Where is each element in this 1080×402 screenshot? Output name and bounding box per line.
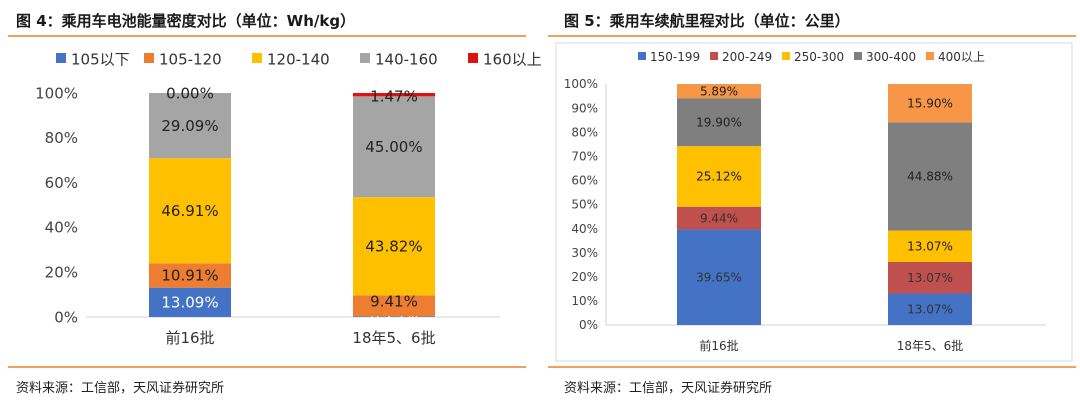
fig4-data-label-1-1: 9.41%: [370, 293, 418, 311]
fig5-data-label-0-1: 13.07%: [907, 302, 953, 316]
fig5-y-tick-label-10: 100%: [564, 77, 598, 91]
fig4-data-label-2-0: 46.91%: [161, 202, 218, 220]
fig5-legend-label-2: 250-300: [794, 50, 844, 64]
fig4-bar-0-0: [149, 287, 231, 317]
fig4-legend-swatch-2: [252, 53, 262, 63]
fig4-bar-3-1: [353, 96, 435, 198]
fig5-y-tick-label-7: 70%: [571, 150, 598, 164]
fig5-y-tick-label-9: 90%: [571, 101, 598, 115]
fig4-bar-1-0: [149, 263, 231, 288]
fig5-bar-4-0: [677, 84, 761, 99]
fig4-bar-4-1: [353, 93, 435, 97]
fig5-data-label-2-0: 25.12%: [696, 170, 742, 184]
fig4-y-tick-label-3: 60%: [45, 174, 78, 192]
fig4-bar-2-0: [149, 158, 231, 264]
fig5-bar-1-0: [677, 206, 761, 230]
fig5-data-label-3-0: 19.90%: [696, 115, 742, 129]
fig4-y-tick-label-4: 80%: [45, 129, 78, 147]
fig5-data-label-1-0: 9.44%: [700, 211, 738, 225]
fig5-data-label-4-1: 15.90%: [907, 96, 953, 110]
fig5-bar-0-1: [888, 293, 972, 325]
figure-5-chart: 150-199 200-249 250-300 300-400 400以上 0% 10% 20…: [555, 42, 1073, 362]
fig4-category-label-1: 18年5、6批: [352, 329, 435, 347]
fig5-category-label-1: 18年5、6批: [897, 338, 964, 353]
fig5-chart-frame: [555, 42, 1073, 362]
fig5-legend-swatch-2: [782, 52, 790, 60]
figure-5-top-rule: [548, 35, 1076, 37]
fig5-data-label-0-0: 39.65%: [696, 270, 742, 284]
fig5-data-label-2-1: 13.07%: [907, 239, 953, 253]
fig4-data-label-1-0: 10.91%: [161, 267, 218, 285]
fig4-legend-swatch-4: [468, 53, 478, 63]
fig5-y-tick-label-3: 30%: [571, 246, 598, 260]
fig4-legend-swatch-1: [144, 53, 154, 63]
fig4-bar-1-1: [353, 295, 435, 317]
fig5-y-tick-label-0: 0%: [579, 318, 598, 332]
fig5-legend-label-3: 300-400: [866, 50, 916, 64]
fig5-data-label-4-0: 5.89%: [700, 84, 738, 98]
fig5-y-tick-label-5: 50%: [571, 198, 598, 212]
fig4-data-label-4-0: 0.00%: [166, 84, 214, 102]
fig4-data-label-4-1: 1.47%: [370, 87, 418, 105]
fig5-bar-2-0: [677, 146, 761, 207]
fig5-legend-label-4: 400以上: [938, 50, 985, 64]
fig4-y-tick-label-2: 40%: [45, 219, 78, 237]
fig4-legend-label-3: 140-160: [375, 50, 438, 68]
fig5-data-label-3-1: 44.88%: [907, 170, 953, 184]
fig4-bar-2-1: [353, 197, 435, 296]
fig4-legend-label-1: 105-120: [159, 50, 222, 68]
fig4-data-label-0-0: 13.09%: [161, 294, 218, 312]
fig5-y-tick-label-4: 40%: [571, 222, 598, 236]
figure-5-panel: 图 5：乘用车续航里程对比（单位：公里） 150-199 200-249 250-3…: [548, 0, 1080, 402]
figure-4-source: 资料来源：工信部，天风证券研究所: [16, 381, 225, 396]
fig4-bar-3-0: [149, 93, 231, 159]
fig4-y-tick-label-5: 100%: [35, 84, 78, 102]
fig4-y-tick-label-1: 20%: [45, 263, 78, 281]
fig4-legend-swatch-0: [56, 53, 66, 63]
fig5-legend-swatch-3: [854, 52, 862, 60]
fig4-legend-label-2: 120-140: [267, 50, 330, 68]
fig5-legend-swatch-4: [926, 52, 934, 60]
fig4-legend-label-4: 160以上: [483, 50, 542, 68]
fig5-bar-1-1: [888, 262, 972, 294]
figure-4-top-rule: [8, 35, 526, 37]
fig4-legend-swatch-3: [360, 53, 370, 63]
figure-5-title: 图 5：乘用车续航里程对比（单位：公里）: [564, 12, 850, 30]
figure-4-panel: 图 4：乘用车电池能量密度对比（单位：Wh/kg） 105以下 105-120 12…: [0, 0, 542, 402]
figure-5-source: 资料来源：工信部，天风证券研究所: [564, 381, 773, 396]
fig5-bar-3-0: [677, 98, 761, 147]
fig5-legend-swatch-1: [710, 52, 718, 60]
fig5-data-label-1-1: 13.07%: [907, 271, 953, 285]
fig5-legend-label-0: 150-199: [650, 50, 700, 64]
figure-4-chart: 105以下 105-120 120-140 140-160 160以上 0% 20% 40% 6…: [35, 50, 542, 347]
figure-4-bottom-rule: [8, 366, 526, 368]
fig5-legend-swatch-0: [638, 52, 646, 60]
fig5-bar-0-0: [677, 229, 761, 325]
fig5-y-tick-label-1: 10%: [571, 294, 598, 308]
fig5-y-tick-label-8: 80%: [571, 125, 598, 139]
fig5-y-tick-label-2: 20%: [571, 270, 598, 284]
fig4-data-label-3-0: 29.09%: [161, 117, 218, 135]
fig5-bar-2-1: [888, 230, 972, 263]
fig4-category-label-0: 前16批: [165, 329, 214, 347]
fig5-bar-4-1: [888, 84, 972, 123]
fig5-category-label-0: 前16批: [699, 338, 738, 353]
figure-4-title: 图 4：乘用车电池能量密度对比（单位：Wh/kg）: [16, 12, 356, 30]
fig5-legend-label-1: 200-249: [722, 50, 772, 64]
fig5-bar-3-1: [888, 122, 972, 231]
fig4-legend-label-0: 105以下: [71, 50, 130, 68]
fig4-data-label-3-1: 45.00%: [365, 138, 422, 156]
figure-5-bottom-rule: [548, 366, 1076, 368]
fig4-bar-0-1: [353, 316, 435, 317]
fig4-data-label-2-1: 43.82%: [365, 237, 422, 255]
fig4-y-tick-label-0: 0%: [54, 308, 78, 326]
fig5-y-tick-label-6: 60%: [571, 174, 598, 188]
